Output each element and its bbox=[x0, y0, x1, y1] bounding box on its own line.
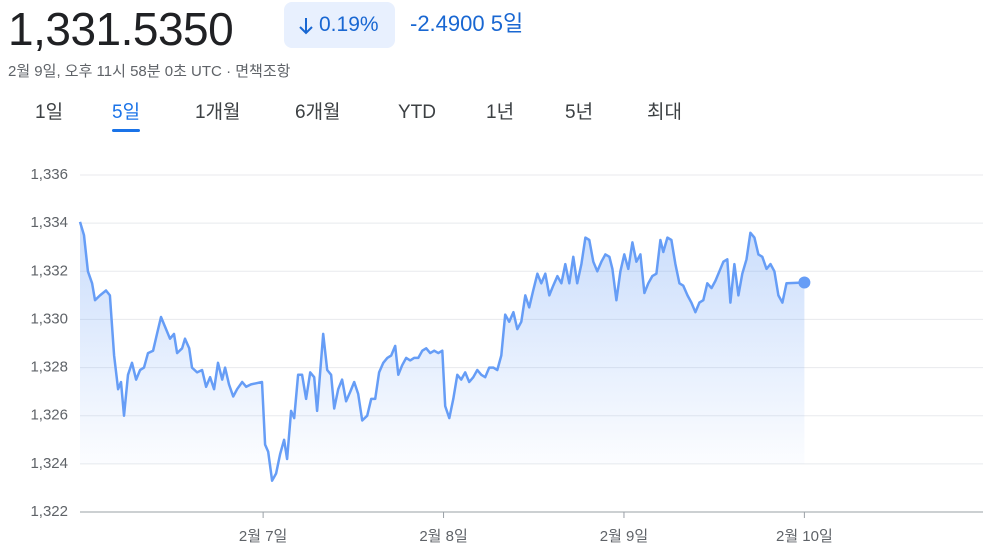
y-tick-label: 1,326 bbox=[30, 407, 68, 424]
y-tick-label: 1,330 bbox=[30, 310, 68, 327]
change-badge bbox=[284, 2, 395, 48]
change-percent: 0.19% bbox=[319, 13, 379, 36]
change: -2.4900 5일 bbox=[410, 10, 523, 38]
y-tick-label: 1,332 bbox=[30, 262, 68, 279]
y-tick-label: 1,336 bbox=[30, 166, 68, 183]
range-tab[interactable]: 최대 bbox=[647, 102, 682, 123]
separator: · bbox=[226, 63, 232, 80]
range-tab[interactable]: 5일 bbox=[112, 100, 141, 132]
range-tab[interactable]: 1개월 bbox=[195, 102, 241, 123]
x-tick-label: 2월 10일 bbox=[776, 528, 833, 545]
y-tick-label: 1,334 bbox=[30, 214, 68, 231]
down-arrow bbox=[299, 18, 313, 35]
timestamp: 2월 9일, 오후 11시 58분 0초 UTC bbox=[8, 63, 222, 80]
range-tab[interactable]: YTD bbox=[398, 102, 436, 123]
price-line bbox=[78, 221, 805, 482]
x-tick-label: 2월 9일 bbox=[600, 528, 648, 545]
range-tab[interactable]: 1년 bbox=[486, 102, 515, 123]
x-tick-label: 2월 7일 bbox=[239, 528, 287, 545]
y-tick-label: 1,322 bbox=[30, 503, 68, 520]
y-tick-label: 1,324 bbox=[30, 455, 68, 472]
disclaimer-link[interactable]: 면책조항 bbox=[235, 63, 291, 80]
price: 1,331.5350 bbox=[8, 3, 234, 55]
range-tab[interactable]: 5년 bbox=[565, 102, 594, 123]
change-period: 5일 bbox=[490, 11, 524, 36]
x-tick-label: 2월 8일 bbox=[419, 528, 467, 545]
subtitle: 2월 9일, 오후 11시 58분 0초 UTC · 면책조항 bbox=[8, 62, 290, 82]
range-tab[interactable]: 1일 bbox=[35, 102, 64, 123]
y-tick-label: 1,328 bbox=[30, 359, 68, 376]
range-tab[interactable]: 6개월 bbox=[295, 102, 341, 123]
change-value: -2.4900 bbox=[410, 11, 485, 36]
last-point bbox=[798, 276, 811, 289]
